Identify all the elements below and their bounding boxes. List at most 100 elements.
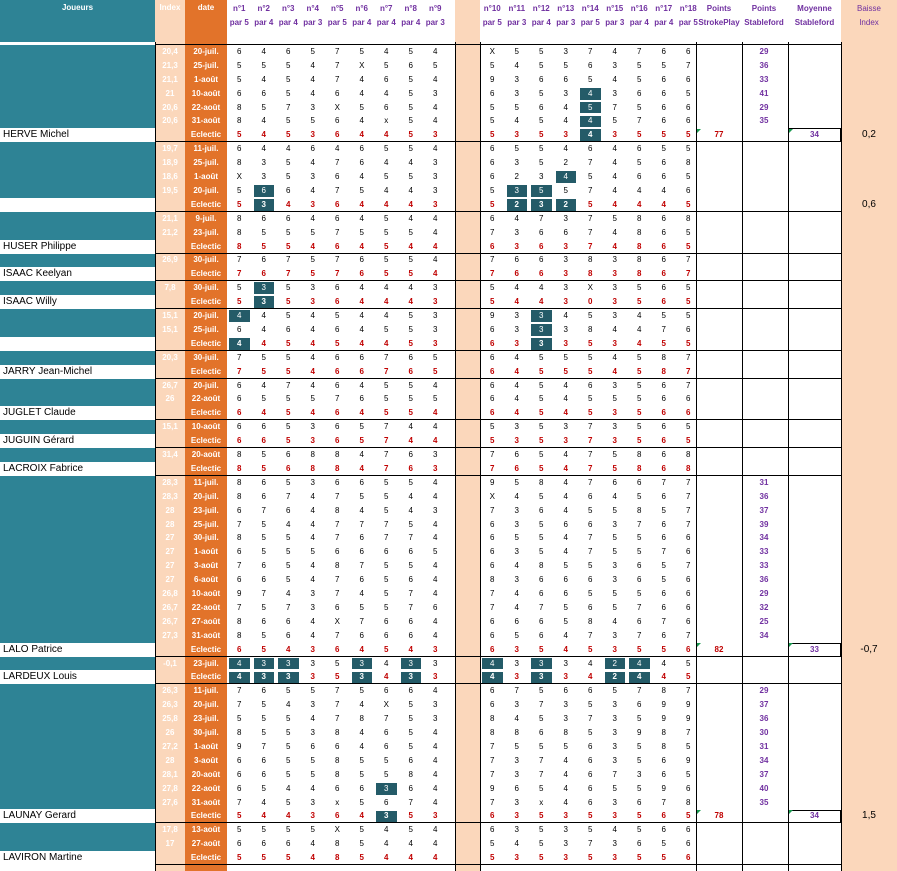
score-hole-14: 6: [588, 769, 593, 779]
score-hole-13: 3: [563, 853, 568, 863]
score-hole-14: 4: [588, 658, 593, 668]
score-hole-17: 4: [661, 199, 666, 209]
score-hole-8: 4: [408, 436, 413, 446]
column-divider: [696, 42, 697, 871]
score-hole-10: 5: [490, 130, 495, 140]
score-hole-12: 5: [539, 533, 544, 543]
round-date: 31-août: [191, 116, 221, 126]
score-hole-4: 5: [310, 755, 315, 765]
hole-number-6: n°6: [355, 4, 369, 13]
score-hole-15: 4: [612, 172, 617, 182]
score-hole-13: 6: [563, 589, 568, 599]
score-hole-14: 5: [588, 352, 593, 362]
score-hole-3: 5: [286, 227, 291, 237]
round-index: -0,1: [163, 658, 177, 668]
score-hole-18: 6: [686, 575, 691, 585]
score-hole-1: 7: [237, 797, 242, 807]
score-hole-17: 6: [661, 450, 666, 460]
score-hole-10: 7: [490, 769, 495, 779]
score-hole-12: 7: [539, 755, 544, 765]
score-hole-11: 4: [514, 213, 519, 223]
score-hole-2: 4: [261, 408, 266, 418]
score-hole-5: 7: [335, 158, 340, 168]
score-hole-2: 4: [261, 74, 266, 84]
comment-marker-icon: [788, 810, 793, 815]
score-hole-9: 4: [433, 728, 438, 738]
score-hole-6: 4: [359, 700, 364, 710]
score-hole-1: X: [236, 172, 242, 182]
score-hole-16: 5: [637, 533, 642, 543]
score-hole-9: 3: [433, 505, 438, 515]
score-hole-18: 6: [686, 74, 691, 84]
score-hole-9: 3: [433, 658, 438, 668]
score-hole-16: 7: [637, 602, 642, 612]
round-date: 20-juil.: [193, 311, 219, 321]
score-hole-6: 6: [359, 394, 364, 404]
score-hole-18: 6: [686, 46, 691, 56]
score-hole-8: 3: [400, 657, 421, 670]
score-hole-5: 7: [335, 60, 340, 70]
score-hole-18: 5: [686, 172, 691, 182]
score-hole-8: 6: [408, 616, 413, 626]
score-hole-7: 7: [384, 352, 389, 362]
score-hole-10: 5: [490, 283, 495, 293]
score-hole-13: 3: [563, 283, 568, 293]
score-hole-6: 5: [359, 185, 364, 195]
player-name-hidden: [0, 197, 155, 212]
score-hole-6: 4: [359, 589, 364, 599]
score-hole-17: 8: [661, 741, 666, 751]
score-hole-4: 3: [310, 658, 315, 668]
score-hole-2: 3: [253, 282, 274, 295]
baisse-column-bg: [841, 0, 897, 871]
score-hole-5: 7: [335, 227, 340, 237]
score-hole-2: 6: [261, 422, 266, 432]
round-date: 20-août: [191, 450, 221, 460]
score-hole-10: 6: [490, 324, 495, 334]
score-hole-18: 8: [686, 158, 691, 168]
score-hole-2: 5: [261, 644, 266, 654]
score-hole-12: 5: [539, 463, 544, 473]
stableford-points: 34: [759, 755, 769, 765]
score-hole-4: 4: [310, 158, 315, 168]
score-hole-6: 6: [359, 255, 364, 265]
score-hole-18: 6: [686, 616, 691, 626]
score-hole-9: 4: [433, 116, 438, 126]
header-baisse-1: Baisse: [856, 4, 881, 13]
score-hole-7: 3: [376, 810, 397, 823]
score-hole-9: 4: [433, 686, 438, 696]
score-hole-6: 4: [359, 74, 364, 84]
score-hole-16: 5: [637, 741, 642, 751]
score-hole-14: 6: [588, 686, 593, 696]
round-index: 20,6: [162, 116, 178, 126]
score-hole-6: 5: [359, 46, 364, 56]
score-hole-12: 5: [539, 352, 544, 362]
score-hole-8: 4: [408, 644, 413, 654]
score-hole-5: 7: [335, 714, 340, 724]
score-hole-6: 5: [359, 102, 364, 112]
score-hole-12: 5: [531, 185, 552, 197]
score-hole-13: 4: [563, 450, 568, 460]
score-hole-3: 5: [286, 88, 291, 98]
score-hole-13: 8: [563, 728, 568, 738]
score-hole-5: 6: [335, 130, 340, 140]
score-hole-7: 4: [384, 825, 389, 835]
round-index: 26,7: [162, 616, 178, 626]
score-hole-4: 4: [310, 839, 315, 849]
score-hole-1: 5: [237, 60, 242, 70]
hole-par-10: par 5: [482, 18, 502, 27]
score-hole-16: 8: [637, 255, 642, 265]
round-index: 15,1: [162, 324, 178, 334]
score-hole-6: 6: [359, 477, 364, 487]
score-hole-4: 4: [310, 60, 315, 70]
player-name: HUSER Philippe: [0, 239, 155, 254]
score-hole-9: 5: [433, 394, 438, 404]
round-date: 23-juil.: [193, 505, 219, 515]
score-hole-10: 6: [490, 394, 495, 404]
score-hole-7: 5: [384, 172, 389, 182]
score-hole-10: 7: [490, 755, 495, 765]
round-date: 31-août: [191, 797, 221, 807]
score-hole-16: 5: [637, 283, 642, 293]
row-separator: [155, 822, 841, 824]
score-hole-15: 4: [612, 185, 617, 195]
score-hole-5: 6: [335, 408, 340, 418]
